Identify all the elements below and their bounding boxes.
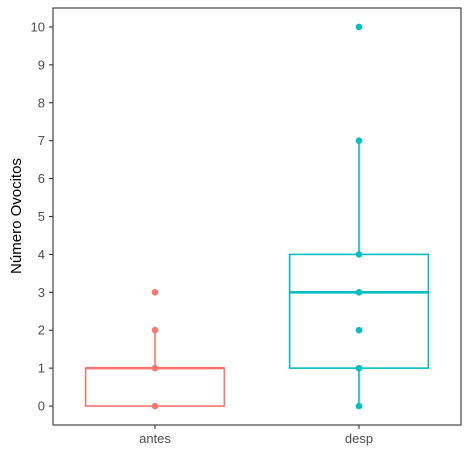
- y-tick-label: 8: [38, 95, 45, 110]
- y-tick-label: 10: [31, 19, 45, 34]
- data-point-desp: [355, 251, 363, 258]
- y-tick-label: 4: [38, 247, 45, 262]
- y-axis: 0 1 2 3 4 5 6 7 8 9 10: [31, 19, 53, 414]
- data-point-antes: [151, 326, 159, 334]
- data-point-desp: [355, 326, 363, 334]
- plot-panel: [52, 7, 462, 426]
- y-tick-label: 3: [38, 285, 45, 300]
- data-point-desp: [355, 137, 363, 144]
- data-point-antes: [151, 364, 159, 372]
- x-axis: antes desp: [139, 425, 373, 446]
- data-point-antes: [151, 289, 159, 296]
- data-point-desp: [355, 364, 363, 372]
- x-tick-label: antes: [139, 431, 171, 446]
- y-tick-label: 5: [38, 209, 45, 224]
- data-point-desp: [355, 289, 363, 296]
- y-tick-label: 0: [38, 399, 45, 414]
- y-tick-label: 2: [38, 323, 45, 338]
- y-tick-label: 6: [38, 171, 45, 186]
- y-tick-label: 7: [38, 133, 45, 148]
- data-point-desp: [355, 23, 363, 31]
- y-tick-label: 1: [38, 361, 45, 376]
- x-tick-label: desp: [345, 431, 373, 446]
- y-tick-label: 9: [38, 57, 45, 72]
- point-layer: [151, 23, 363, 410]
- y-axis-title: Número Ovocitos: [8, 158, 25, 274]
- data-point-desp: [355, 402, 363, 410]
- data-point-antes: [151, 402, 159, 410]
